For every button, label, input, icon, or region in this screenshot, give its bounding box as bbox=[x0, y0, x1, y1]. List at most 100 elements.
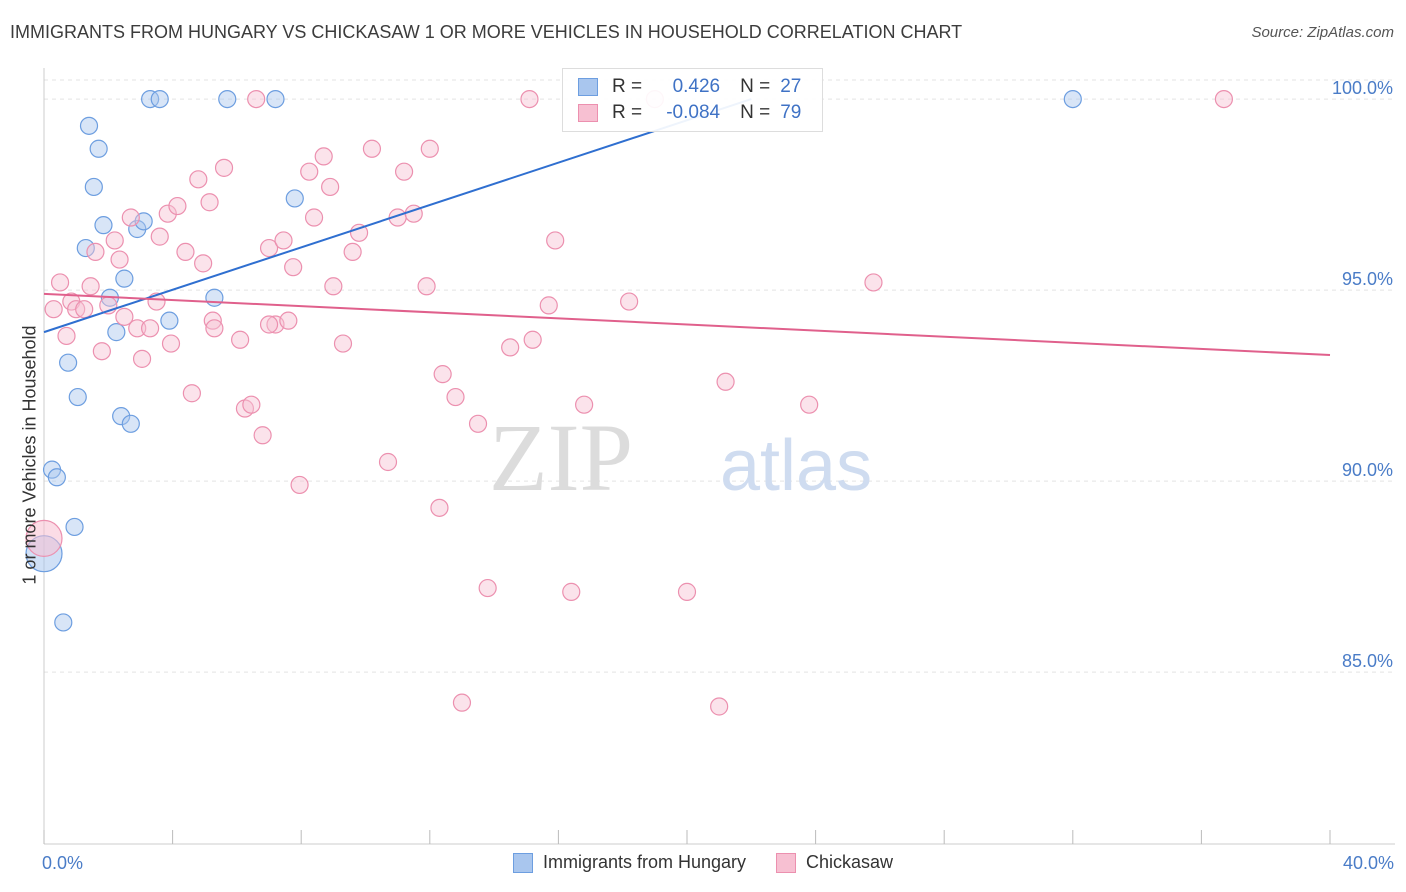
data-point bbox=[86, 242, 105, 261]
data-point bbox=[285, 189, 304, 208]
data-point bbox=[65, 517, 84, 537]
data-point bbox=[501, 338, 520, 357]
data-point bbox=[420, 139, 439, 158]
data-point bbox=[523, 330, 542, 349]
stats-r-value: 0.426 bbox=[672, 76, 721, 97]
data-point bbox=[677, 582, 697, 601]
stats-n-label: N = bbox=[740, 76, 771, 97]
data-point bbox=[81, 277, 100, 296]
data-point bbox=[112, 407, 131, 426]
legend-item-hungary[interactable]: Immigrants from Hungary bbox=[512, 852, 747, 873]
y-tick-label: 90.0% bbox=[1342, 460, 1393, 480]
y-axis-title: 1 or more Vehicles in Household bbox=[19, 325, 40, 585]
data-point bbox=[433, 365, 452, 384]
data-point bbox=[68, 387, 87, 407]
data-point bbox=[349, 223, 369, 242]
data-point bbox=[57, 326, 76, 346]
legend-label-hungary: Immigrants from Hungary bbox=[542, 852, 747, 872]
data-point bbox=[132, 349, 152, 368]
data-point bbox=[562, 582, 581, 601]
data-point bbox=[800, 395, 819, 414]
stats-n-value: 79 bbox=[780, 102, 802, 123]
data-point bbox=[468, 414, 488, 433]
data-point bbox=[1063, 89, 1082, 109]
data-point bbox=[182, 384, 201, 403]
data-point bbox=[446, 387, 465, 407]
watermark: ZIP atlas bbox=[489, 404, 872, 511]
x-tick-label-max: 40.0% bbox=[1342, 853, 1394, 873]
data-point bbox=[321, 177, 340, 197]
data-point bbox=[394, 162, 414, 181]
data-point bbox=[716, 372, 735, 391]
data-point bbox=[620, 292, 639, 311]
data-point bbox=[110, 250, 129, 269]
x-tick-label-min: 0.0% bbox=[42, 853, 84, 873]
data-point bbox=[158, 204, 177, 223]
data-point bbox=[75, 300, 94, 319]
data-point bbox=[343, 242, 362, 261]
data-point bbox=[546, 231, 565, 250]
data-point bbox=[214, 158, 234, 177]
data-point bbox=[1214, 89, 1234, 109]
stats-n-label: N = bbox=[740, 102, 771, 123]
stats-swatch-chickasaw bbox=[578, 104, 598, 122]
data-point bbox=[194, 254, 213, 273]
axes bbox=[43, 68, 1395, 845]
data-point bbox=[362, 139, 382, 158]
data-point bbox=[168, 196, 187, 216]
source-label: Source: ZipAtlas.com bbox=[1251, 24, 1394, 41]
y-tick-labels: 85.0% 90.0% 95.0% 100.0% bbox=[1332, 78, 1393, 671]
chart-title: IMMIGRANTS FROM HUNGARY VS CHICKASAW 1 O… bbox=[10, 22, 963, 42]
data-point bbox=[105, 231, 124, 250]
data-point bbox=[231, 330, 250, 349]
data-point bbox=[84, 177, 103, 197]
data-point bbox=[107, 323, 126, 342]
stats-swatch-hungary bbox=[578, 78, 598, 96]
data-point bbox=[279, 311, 298, 330]
data-point bbox=[284, 258, 303, 277]
data-point bbox=[218, 89, 237, 109]
data-point bbox=[115, 269, 134, 288]
data-point bbox=[710, 697, 729, 716]
data-point bbox=[300, 162, 319, 181]
data-point bbox=[203, 311, 222, 330]
data-point bbox=[59, 353, 78, 372]
data-point bbox=[140, 89, 160, 109]
data-point bbox=[150, 227, 169, 246]
data-point bbox=[150, 89, 169, 109]
data-point bbox=[452, 693, 472, 712]
data-point bbox=[304, 208, 324, 227]
data-point bbox=[160, 311, 179, 330]
legend-label-chickasaw: Chickasaw bbox=[806, 852, 894, 872]
data-point bbox=[121, 208, 140, 227]
y-tick-label: 100.0% bbox=[1332, 78, 1393, 98]
data-point bbox=[94, 216, 113, 235]
legend: Immigrants from Hungary Chickasaw bbox=[0, 852, 1406, 873]
legend-swatch-hungary bbox=[512, 852, 533, 873]
data-point bbox=[89, 139, 108, 158]
data-point bbox=[128, 219, 147, 239]
data-point bbox=[79, 116, 99, 135]
data-point bbox=[161, 334, 181, 353]
data-point bbox=[121, 414, 140, 433]
data-point bbox=[189, 170, 208, 189]
stats-row-chickasaw: R = -0.084 N = 79 bbox=[578, 101, 801, 125]
data-point bbox=[314, 147, 333, 166]
data-point bbox=[25, 519, 63, 558]
data-point bbox=[205, 288, 224, 307]
data-point bbox=[205, 319, 224, 338]
stats-box: R = 0.426 N = 27 R = -0.084 N = 79 bbox=[562, 68, 823, 132]
data-point bbox=[54, 613, 73, 632]
stats-r-label: R = bbox=[612, 102, 643, 123]
data-point bbox=[115, 307, 134, 326]
data-points bbox=[25, 89, 1234, 716]
data-point bbox=[47, 468, 66, 487]
legend-item-chickasaw[interactable]: Chickasaw bbox=[776, 852, 893, 873]
data-point bbox=[539, 296, 558, 315]
data-point bbox=[430, 498, 449, 517]
watermark-zip: ZIP bbox=[489, 404, 633, 511]
stats-r-label: R = bbox=[612, 76, 643, 97]
data-point bbox=[417, 277, 436, 296]
stats-n-value: 27 bbox=[780, 76, 802, 97]
